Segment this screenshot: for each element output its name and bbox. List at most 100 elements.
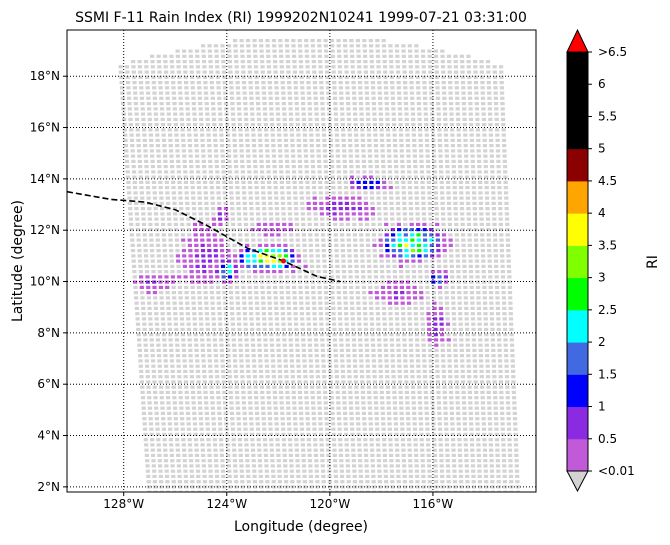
swath-pixel xyxy=(294,322,299,326)
swath-pixel xyxy=(227,154,232,158)
swath-pixel xyxy=(493,411,498,415)
swath-pixel xyxy=(439,464,444,468)
swath-pixel xyxy=(342,275,347,279)
swath-pixel xyxy=(306,317,311,321)
swath-pixel xyxy=(354,275,360,279)
swath-pixel xyxy=(446,333,451,337)
swath-pixel xyxy=(170,364,175,368)
swath-pixel xyxy=(407,443,412,447)
swath-pixel xyxy=(283,128,288,132)
swath-pixel xyxy=(220,459,225,463)
rain-pixel xyxy=(325,196,330,200)
swath-pixel xyxy=(309,264,315,268)
swath-pixel xyxy=(349,285,354,289)
swath-pixel xyxy=(387,165,392,169)
swath-pixel xyxy=(412,411,417,415)
swath-pixel xyxy=(483,312,488,316)
swath-pixel xyxy=(492,369,497,373)
swath-pixel xyxy=(400,165,405,169)
swath-pixel xyxy=(315,254,320,258)
swath-pixel xyxy=(368,285,373,289)
rain-pixel xyxy=(290,264,295,268)
swath-pixel xyxy=(497,338,502,342)
swath-pixel xyxy=(373,133,378,137)
swath-pixel xyxy=(395,448,400,452)
swath-pixel xyxy=(456,128,461,132)
swath-pixel xyxy=(505,390,510,394)
swath-pixel xyxy=(387,411,392,415)
swath-pixel xyxy=(227,159,232,163)
swath-pixel xyxy=(265,369,270,373)
swath-pixel xyxy=(339,107,345,111)
swath-pixel xyxy=(483,317,488,321)
swath-pixel xyxy=(464,170,469,174)
swath-pixel xyxy=(500,102,505,106)
swath-pixel xyxy=(256,102,261,106)
swath-pixel xyxy=(405,270,410,274)
swath-pixel xyxy=(362,39,367,43)
swath-pixel xyxy=(246,159,251,163)
swath-pixel xyxy=(486,222,491,226)
swath-pixel xyxy=(237,112,242,116)
swath-pixel xyxy=(291,165,296,169)
swath-pixel xyxy=(298,175,303,179)
swath-pixel xyxy=(356,175,361,179)
swath-pixel xyxy=(385,385,390,389)
swath-pixel xyxy=(255,422,260,426)
swath-pixel xyxy=(251,238,256,242)
swath-pixel xyxy=(203,180,208,184)
swath-pixel xyxy=(448,390,454,394)
swath-pixel xyxy=(222,390,227,394)
swath-pixel xyxy=(332,443,337,447)
swath-pixel xyxy=(177,86,182,90)
swath-pixel xyxy=(212,338,217,342)
swath-pixel xyxy=(322,254,327,258)
swath-pixel xyxy=(479,369,484,373)
swath-pixel xyxy=(195,364,200,368)
swath-pixel xyxy=(363,65,368,69)
swath-pixel xyxy=(411,264,416,268)
swath-pixel xyxy=(306,432,311,436)
swath-pixel xyxy=(364,469,369,473)
swath-pixel xyxy=(512,396,517,400)
rain-pixel xyxy=(403,233,408,237)
swath-pixel xyxy=(145,86,150,90)
swath-pixel xyxy=(159,291,164,295)
swath-pixel xyxy=(340,364,345,368)
swath-pixel xyxy=(350,312,355,316)
swath-pixel xyxy=(250,448,256,452)
swath-pixel xyxy=(175,149,180,153)
swath-pixel xyxy=(466,201,471,205)
swath-pixel xyxy=(407,44,412,48)
swath-pixel xyxy=(299,196,304,200)
swath-pixel xyxy=(280,81,285,85)
swath-pixel xyxy=(120,91,125,95)
swath-pixel xyxy=(334,254,339,258)
swath-pixel xyxy=(459,191,464,195)
swath-pixel xyxy=(340,123,345,127)
swath-pixel xyxy=(271,469,276,473)
swath-pixel xyxy=(277,369,282,373)
swath-pixel xyxy=(217,96,222,100)
swath-pixel xyxy=(401,317,406,321)
swath-pixel xyxy=(138,175,143,179)
swath-pixel xyxy=(163,259,168,263)
swath-pixel xyxy=(200,443,205,447)
rain-pixel xyxy=(363,201,369,205)
swath-pixel xyxy=(485,359,490,363)
swath-pixel xyxy=(443,406,448,410)
swath-pixel xyxy=(296,364,301,368)
swath-pixel xyxy=(409,217,414,221)
swath-pixel xyxy=(429,91,434,95)
swath-pixel xyxy=(229,196,234,200)
swath-pixel xyxy=(315,480,320,484)
swath-pixel xyxy=(267,306,272,310)
swath-pixel xyxy=(242,191,247,195)
swath-pixel xyxy=(300,443,305,447)
swath-pixel xyxy=(174,138,179,142)
swath-pixel xyxy=(214,364,219,368)
swath-pixel xyxy=(336,406,341,410)
swath-pixel xyxy=(412,154,417,158)
swath-pixel xyxy=(191,401,196,405)
swath-pixel xyxy=(374,285,379,289)
